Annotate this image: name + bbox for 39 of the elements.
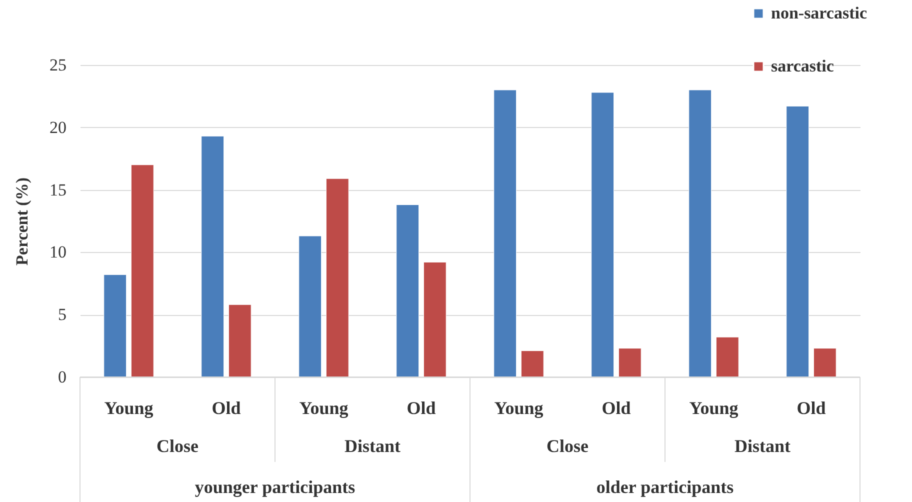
- bar: [520, 350, 544, 378]
- x-tick-label: Young: [689, 398, 738, 418]
- bar: [813, 348, 836, 378]
- x-tick-label: Young: [299, 398, 348, 418]
- bar: [130, 164, 154, 378]
- text: Distant: [344, 436, 401, 456]
- y-tick-label: 25: [50, 56, 66, 74]
- bar: [201, 136, 224, 378]
- bar: [786, 106, 810, 378]
- y-tick-label: 15: [50, 180, 66, 200]
- y-tick-label: 10: [50, 242, 66, 262]
- bar: [618, 348, 642, 378]
- bar: [326, 178, 349, 378]
- text: Distant: [734, 436, 791, 456]
- x-tick-label: Young: [104, 398, 154, 418]
- text: Close: [156, 436, 199, 456]
- bar: [688, 90, 712, 378]
- x-tick-label: Old: [602, 398, 631, 418]
- bar: [396, 204, 420, 378]
- bar: [423, 262, 446, 378]
- bar: [228, 304, 252, 378]
- bar: [104, 274, 127, 378]
- y-tick-label: 20: [50, 118, 66, 137]
- x-tick-label: Old: [406, 398, 436, 418]
- x-tick-label: Old: [212, 398, 241, 418]
- y-tick-label: 0: [58, 368, 66, 386]
- legend-label: non-sarcastic: [771, 4, 868, 22]
- bar: [716, 336, 739, 378]
- bar: [298, 236, 322, 378]
- text: younger participants: [194, 477, 356, 497]
- y-tick-label: 5: [58, 305, 66, 324]
- text: older participants: [596, 477, 734, 497]
- text: Close: [546, 436, 589, 456]
- x-tick-label: Old: [796, 398, 826, 418]
- x-tick-label: Young: [494, 398, 544, 418]
- legend-label: sarcastic: [771, 56, 834, 76]
- bar: [494, 90, 517, 378]
- bar: [591, 92, 614, 378]
- y-axis-title: Percent (%): [12, 178, 32, 266]
